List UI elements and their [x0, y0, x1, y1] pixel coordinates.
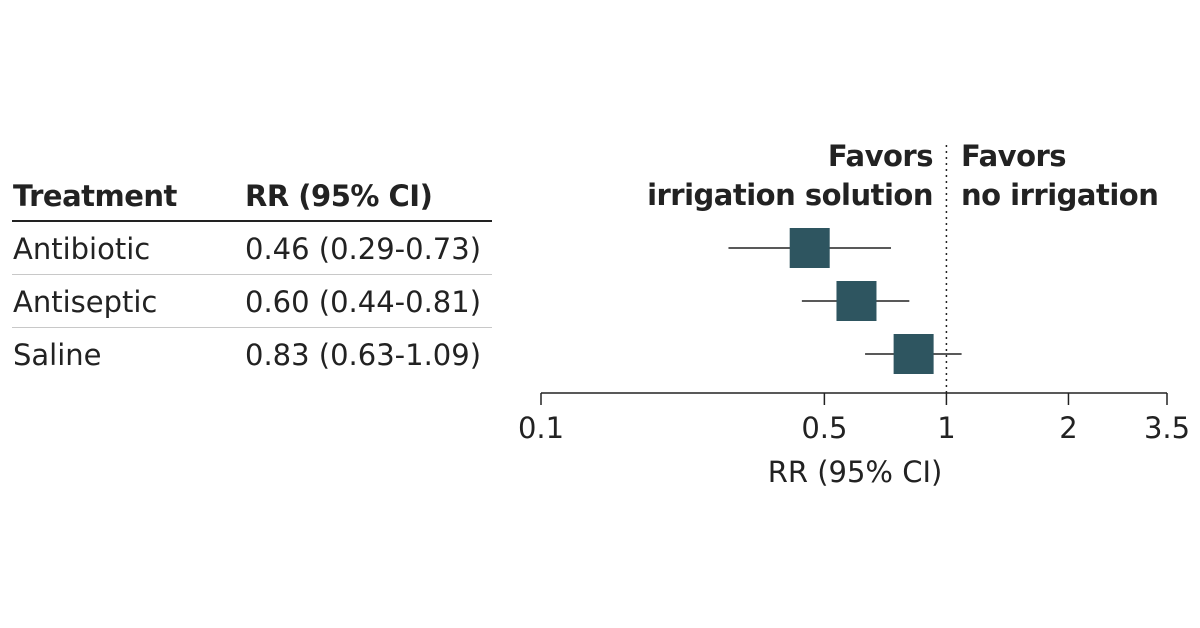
x-tick-label: 0.5 [801, 411, 847, 445]
estimate-marker [836, 281, 877, 321]
estimate-marker [789, 228, 830, 268]
favors-irrigation-label: Favors irrigation solution [647, 137, 933, 215]
row-divider [12, 327, 492, 328]
x-tick-label: 0.1 [518, 411, 564, 445]
x-tick-label: 3.5 [1144, 411, 1190, 445]
favors-left-line2: irrigation solution [647, 178, 933, 212]
row-treatment-antiseptic: Antiseptic [13, 285, 158, 319]
results-table: Treatment RR (95% CI) Antibiotic 0.46 (0… [0, 0, 500, 628]
estimate-marker [893, 334, 934, 374]
x-tick-label: 1 [937, 411, 955, 445]
row-rr-antibiotic: 0.46 (0.29-0.73) [245, 232, 482, 266]
row-rr-saline: 0.83 (0.63-1.09) [245, 338, 482, 372]
row-divider [12, 274, 492, 275]
row-treatment-saline: Saline [13, 338, 102, 372]
x-axis-label: RR (95% CI) [768, 455, 943, 489]
header-treatment: Treatment [13, 179, 177, 213]
favors-no-irrigation-label: Favors no irrigation [961, 137, 1159, 215]
favors-right-line1: Favors [961, 139, 1067, 173]
favors-right-line2: no irrigation [961, 178, 1159, 212]
favors-left-line1: Favors [827, 139, 934, 173]
x-tick-label: 2 [1059, 411, 1077, 445]
row-treatment-antibiotic: Antibiotic [13, 232, 151, 266]
header-rule [12, 220, 492, 222]
header-rr: RR (95% CI) [245, 179, 433, 213]
row-rr-antiseptic: 0.60 (0.44-0.81) [245, 285, 482, 319]
